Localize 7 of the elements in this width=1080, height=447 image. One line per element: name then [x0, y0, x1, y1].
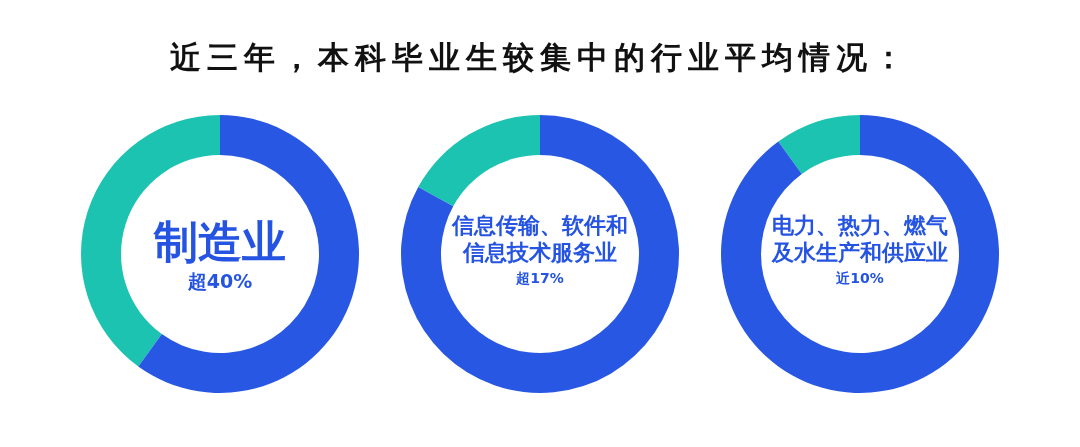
text: 近三年，本科毕业生较集中的行业平均情况： [170, 38, 910, 77]
slice-label: 制造业 [153, 215, 286, 267]
data-label: 超17% [515, 270, 564, 286]
data-label: 近10% [835, 270, 884, 286]
data-label: 超40% [186, 269, 253, 292]
slice-label: 信息传输、软件和信息技术服务业 [451, 213, 628, 265]
slice-label: 电力、热力、燃气及水生产和供应业 [771, 213, 948, 265]
